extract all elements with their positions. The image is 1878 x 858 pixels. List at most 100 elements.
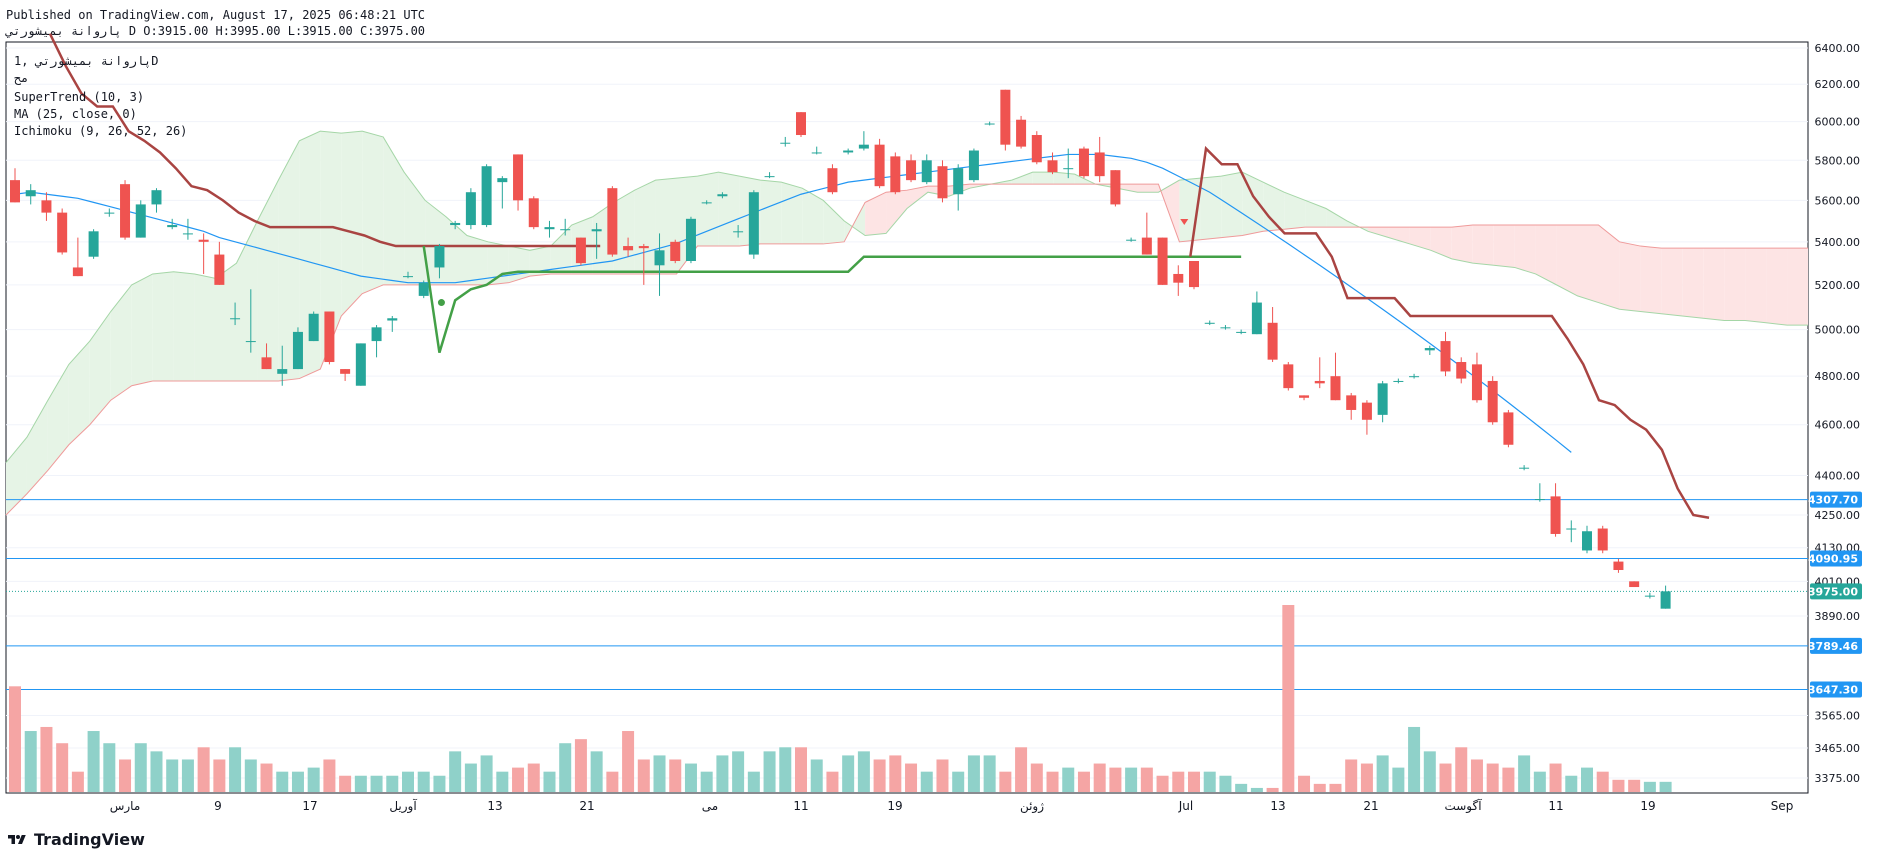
volume-bar <box>56 743 69 792</box>
volume-bar <box>276 771 289 792</box>
candle-body <box>1141 237 1152 255</box>
ichimoku-cloud-segment <box>697 172 719 247</box>
ichimoku-cloud-segment <box>1556 225 1578 296</box>
ichimoku-cloud-segment <box>1388 227 1410 244</box>
candle-body <box>151 190 162 205</box>
x-tick-label: می <box>702 799 718 813</box>
candle-body <box>1346 395 1357 410</box>
tradingview-logo[interactable]: TradingView <box>6 830 145 849</box>
volume-bar <box>370 775 383 792</box>
volume-bar <box>763 751 776 792</box>
candle-body <box>607 188 618 255</box>
ichimoku-cloud-segment <box>1787 248 1808 326</box>
volume-bar <box>889 755 902 792</box>
supertrend-down-line-1 <box>48 33 601 248</box>
volume-bar <box>543 771 556 792</box>
volume-bar <box>1345 759 1358 792</box>
x-tick-label: 19 <box>1640 799 1655 813</box>
candle-body <box>1660 591 1671 609</box>
candle-body <box>371 327 382 342</box>
legend-ma[interactable]: MA (25, close, 0) <box>14 107 137 121</box>
y-tick-label: 3565.00 <box>1815 710 1861 723</box>
volume-bar <box>386 775 399 792</box>
candle-body <box>355 343 366 386</box>
volume-bar <box>417 771 430 792</box>
candle-body <box>1566 528 1577 530</box>
x-tick-label: 17 <box>302 799 317 813</box>
candle-body <box>418 282 429 296</box>
volume-bar <box>700 771 713 792</box>
ichimoku-cloud-segment <box>341 131 363 317</box>
volume-bar <box>103 743 116 792</box>
volume-bar <box>1266 787 1279 792</box>
ichimoku-cloud-segment <box>1661 248 1683 317</box>
legend-supertrend[interactable]: SuperTrend (10, 3) <box>14 90 145 104</box>
candle-body <box>654 250 665 266</box>
legend-ichimoku[interactable]: Ichimoku (9, 26, 52, 26) <box>14 124 188 138</box>
candle-body <box>1220 327 1231 329</box>
candle-body <box>1283 364 1294 389</box>
candle-body <box>623 246 634 251</box>
ichimoku-cloud-segment <box>26 400 48 494</box>
volume-bar <box>433 775 446 792</box>
volume-bar <box>1392 767 1405 792</box>
ichimoku-cloud-segment <box>1137 184 1159 193</box>
volume-bar <box>1298 775 1311 792</box>
candle-body <box>1251 302 1262 335</box>
volume-bar <box>1423 751 1436 792</box>
ichimoku-cloud-segment <box>1724 248 1746 321</box>
ichimoku-cloud-segment <box>886 190 907 234</box>
candle-body <box>308 313 319 342</box>
volume-bar <box>1470 759 1483 792</box>
ichimoku-cloud-segment <box>1011 172 1033 185</box>
candle-body <box>1471 364 1482 401</box>
candle-body <box>921 160 932 183</box>
candle-body <box>120 184 131 238</box>
chart-frame <box>5 41 1809 794</box>
ichimoku-cloud-segment <box>1535 225 1557 285</box>
volume-bar <box>590 751 603 792</box>
volume-bar <box>936 759 949 792</box>
x-tick-label: Jul <box>1178 799 1193 813</box>
volume-bar <box>920 771 933 792</box>
price-tag-bg <box>1810 637 1862 654</box>
volume-bar <box>1643 781 1656 792</box>
y-tick-label: 4800.00 <box>1815 370 1861 383</box>
candle-body <box>1393 380 1404 382</box>
volume-bar <box>1533 771 1546 792</box>
candle-body <box>1409 376 1420 378</box>
candle-body <box>685 218 696 261</box>
volume-bar <box>1313 783 1326 792</box>
y-tick-label: 3375.00 <box>1815 772 1861 785</box>
candle-body <box>1519 467 1530 469</box>
y-tick-label: 3890.00 <box>1815 610 1861 623</box>
volume-bar <box>842 755 855 792</box>
ichimoku-cloud-segment <box>383 136 405 285</box>
ichimoku-cloud-segment <box>1242 172 1264 236</box>
candle-body <box>277 369 288 374</box>
y-tick-label: 6000.00 <box>1815 116 1861 129</box>
candle-body <box>1157 237 1168 285</box>
volume-bar <box>527 763 540 792</box>
price-tag-bg <box>1810 681 1862 698</box>
candle-body <box>544 227 555 230</box>
candle-body <box>1361 402 1372 420</box>
ichimoku-cloud-segment <box>1221 172 1243 238</box>
candle-body <box>858 144 869 149</box>
candle-body <box>1236 331 1247 333</box>
last-price-tag-label: 3975.00 <box>1808 585 1858 598</box>
volume-bar <box>449 751 462 792</box>
volume-bar <box>1125 767 1138 792</box>
volume-bar <box>810 759 823 792</box>
candle-body <box>1000 89 1011 145</box>
volume-bar <box>354 775 367 792</box>
ichimoku-cloud-segment <box>466 235 488 285</box>
volume-bar <box>1188 771 1200 792</box>
ichimoku-cloud-segment <box>1263 182 1285 232</box>
candle-body <box>1314 380 1325 384</box>
volume-bar <box>24 731 37 792</box>
price-tag-label: 4090.95 <box>1808 553 1858 566</box>
candle-body <box>1582 531 1592 551</box>
volume-bar <box>1659 781 1672 792</box>
